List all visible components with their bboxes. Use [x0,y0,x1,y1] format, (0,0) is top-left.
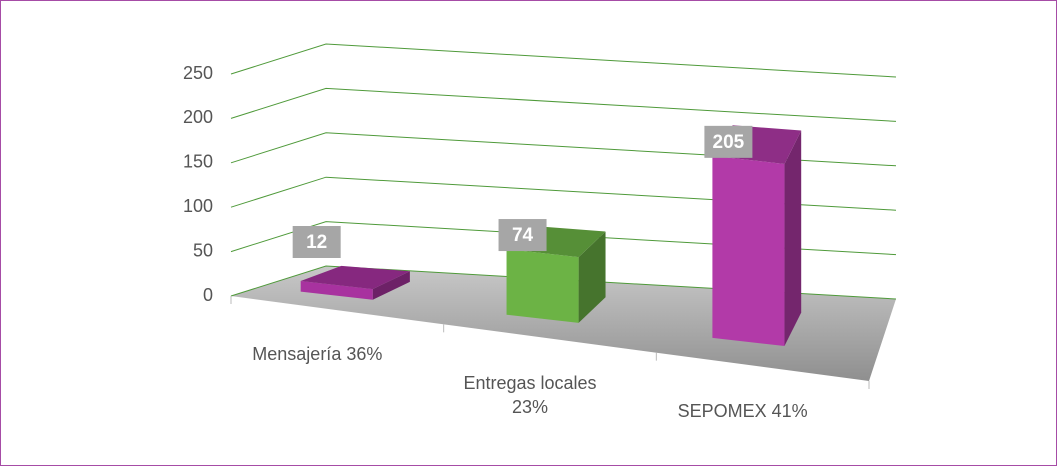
bar-top [300,265,410,290]
bar-side [784,130,802,346]
data-label: 74 [512,225,534,246]
bar-front [506,249,579,323]
bar-side [578,231,606,323]
grid-line [230,87,897,122]
bar-side [372,271,410,300]
data-label: 12 [306,232,327,253]
grid-line [230,176,897,211]
y-tick-label: 0 [203,285,213,305]
x-tick-label: SEPOMEX 41% [677,400,808,421]
x-tick-label: Entregas locales 23% [463,372,597,417]
y-tick-label: 50 [193,240,213,260]
data-label-box [292,226,341,258]
bar-front [300,280,373,300]
y-tick-label: 250 [183,63,213,83]
y-tick-label: 100 [183,196,213,216]
y-tick-label: 150 [183,152,213,172]
data-label-box [704,125,753,158]
grid-line [230,265,897,300]
x-tick-label: Mensajería 36% [252,344,383,365]
y-tick-label: 200 [183,107,213,127]
data-label: 205 [713,132,745,153]
grid-line [230,221,897,256]
grid-line [230,43,897,78]
bar-front [712,155,785,346]
data-label-box [498,219,547,252]
